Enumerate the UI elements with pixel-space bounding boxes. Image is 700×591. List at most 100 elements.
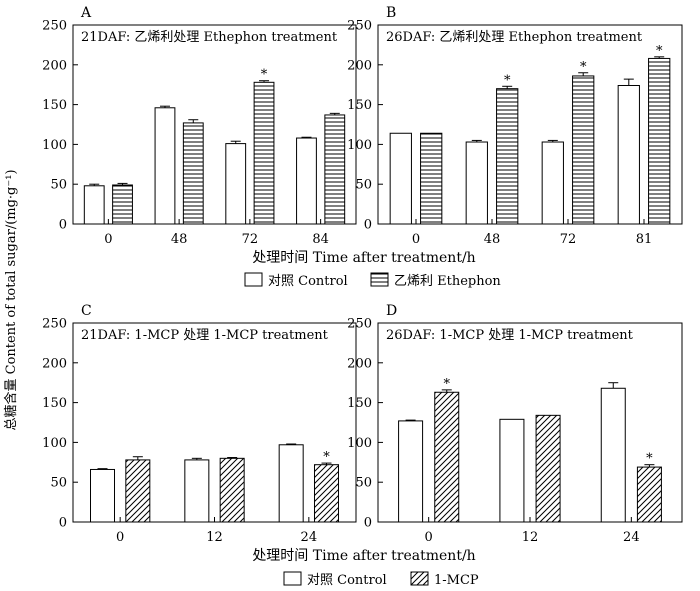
y-tick-label: 0 (59, 516, 67, 531)
y-tick-label: 50 (50, 178, 67, 193)
panel-title: 26DAF: 1-MCP 处理 1-MCP treatment (386, 328, 634, 343)
y-tick-label: 100 (42, 138, 67, 153)
bar-treatment (125, 459, 151, 523)
bar-control (617, 84, 640, 225)
y-tick-label: 50 (355, 476, 372, 491)
x-tick-label: 48 (171, 232, 188, 247)
bar-treatment (219, 457, 245, 523)
panel-letter: C (81, 303, 92, 319)
panel-a-chart: 0 50 100 150 200 250 A 21DAF: 乙烯利处理 Ethephon tr… (42, 5, 357, 247)
y-tick-label: 200 (42, 58, 67, 73)
y-tick-label: 200 (42, 356, 67, 371)
bar-control (398, 420, 424, 523)
panel-letter: D (386, 303, 397, 319)
y-tick-label: 100 (347, 436, 372, 451)
bar-treatment (535, 414, 561, 523)
bar-treatment (648, 57, 671, 225)
x-tick-label: 0 (425, 530, 433, 545)
y-tick-label: 200 (347, 58, 372, 73)
plot-frame (72, 24, 357, 225)
legend-swatch-control (244, 272, 263, 287)
bar-treatment (434, 391, 460, 523)
significance-star: * (504, 73, 511, 88)
y-tick-label: 250 (42, 19, 67, 34)
legend-label-1mcp: 1-MCP (434, 573, 479, 588)
significance-star: * (261, 68, 268, 83)
legend-swatch-ethephon (370, 272, 389, 287)
significance-star: * (323, 450, 330, 465)
legend-label-control: 对照 Control (307, 573, 387, 588)
bar-control (83, 185, 105, 225)
bar-control (600, 387, 626, 523)
bar-control (278, 444, 304, 523)
x-tick-label: 48 (484, 232, 501, 247)
legend-bottom: 对照 Control 1-MCP (283, 571, 479, 588)
bar-control (225, 143, 247, 225)
bar-control (154, 107, 176, 225)
bar-control (90, 468, 116, 523)
bar-control (465, 141, 488, 225)
y-tick-label: 50 (50, 476, 67, 491)
x-tick-label: 72 (242, 232, 259, 247)
y-axis-title: 总糖含量 Content of total sugar/(mg·g⁻¹) (3, 169, 19, 430)
panel-title: 21DAF: 1-MCP 处理 1-MCP treatment (81, 328, 329, 343)
bar-treatment (572, 75, 595, 225)
x-tick-label: 24 (623, 530, 640, 545)
y-tick-label: 250 (42, 317, 67, 332)
significance-star: * (580, 60, 587, 75)
y-tick-label: 200 (347, 356, 372, 371)
y-tick-label: 0 (364, 516, 372, 531)
x-tick-label: 72 (560, 232, 577, 247)
bar-treatment (420, 132, 443, 225)
bar-treatment (253, 81, 275, 225)
legend-swatch-control (283, 571, 302, 586)
y-tick-label: 250 (347, 19, 372, 34)
bar-treatment (313, 464, 339, 523)
bar-treatment (112, 184, 133, 225)
legend-top: 对照 Control 乙烯利 Ethephon (244, 272, 501, 289)
bar-control (499, 418, 525, 523)
y-tick-label: 150 (347, 98, 372, 113)
legend-label-control: 对照 Control (268, 274, 348, 289)
x-axis-title-bottom: 处理时间 Time after treatment/h (252, 548, 475, 564)
y-tick-label: 100 (347, 138, 372, 153)
bar-control (541, 141, 564, 225)
y-tick-label: 250 (347, 317, 372, 332)
x-tick-label: 12 (206, 530, 223, 545)
significance-star: * (656, 44, 663, 59)
x-tick-label: 0 (116, 530, 124, 545)
bar-treatment (636, 466, 662, 523)
x-tick-label: 0 (104, 232, 112, 247)
y-tick-label: 0 (364, 218, 372, 233)
bar-treatment (182, 122, 204, 225)
bar-control (296, 137, 317, 225)
bar-treatment (496, 88, 519, 225)
plot-frame (377, 322, 683, 523)
y-tick-label: 50 (355, 178, 372, 193)
panel-c-chart: 0 50 100 150 200 250 C 21DAF: 1-MCP 处理 1-MCP tr… (42, 303, 357, 545)
significance-star: * (646, 452, 653, 467)
legend-label-ethephon: 乙烯利 Ethephon (394, 274, 501, 289)
panel-title: 26DAF: 乙烯利处理 Ethephon treatment (386, 30, 643, 45)
x-tick-label: 12 (522, 530, 539, 545)
legend-swatch-1mcp (410, 571, 429, 586)
y-tick-label: 150 (347, 396, 372, 411)
x-tick-label: 81 (636, 232, 653, 247)
significance-star: * (443, 377, 450, 392)
x-tick-label: 24 (301, 530, 318, 545)
panel-title: 21DAF: 乙烯利处理 Ethephon treatment (81, 30, 338, 45)
y-tick-label: 0 (59, 218, 67, 233)
panel-letter: B (386, 5, 396, 21)
bar-control (389, 132, 412, 225)
y-tick-label: 150 (42, 396, 67, 411)
plot-frame (377, 24, 683, 225)
bar-control (184, 459, 210, 523)
y-tick-label: 150 (42, 98, 67, 113)
x-tick-label: 0 (412, 232, 420, 247)
x-axis-title-top: 处理时间 Time after treatment/h (252, 250, 475, 266)
panel-letter: A (80, 5, 92, 21)
panel-d-chart: 0 50 100 150 200 250 D 26DAF: 1-MCP 处理 1-MCP tr… (347, 303, 683, 545)
x-tick-label: 84 (312, 232, 329, 247)
y-tick-label: 100 (42, 436, 67, 451)
